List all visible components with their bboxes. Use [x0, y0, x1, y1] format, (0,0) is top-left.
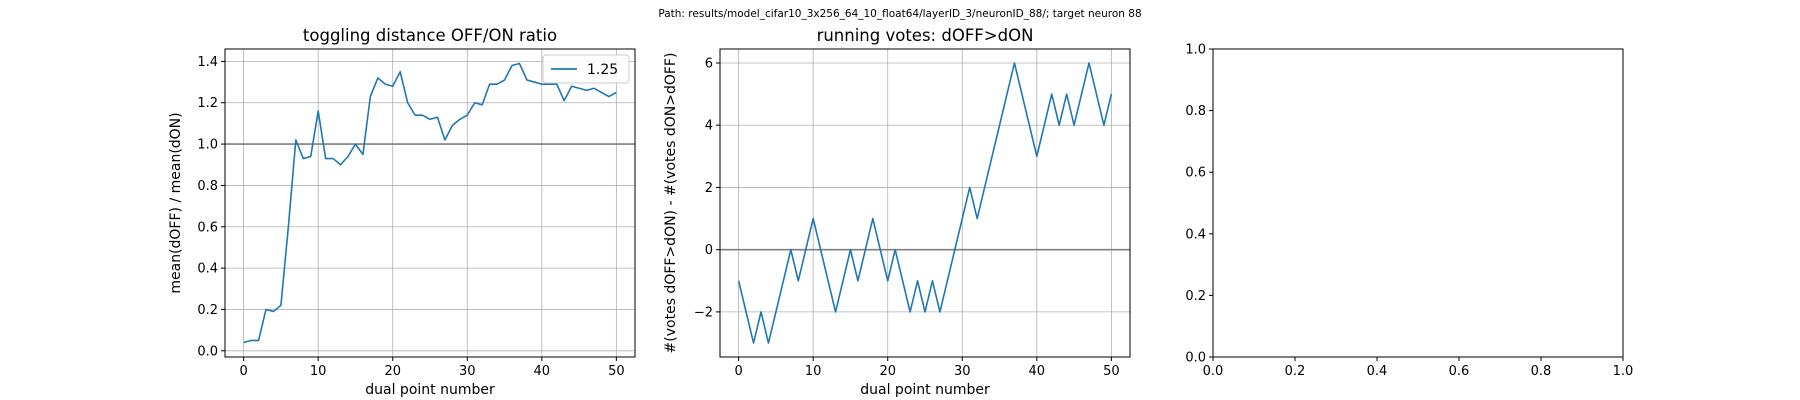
x-tick-label: 0.2 — [1285, 364, 1306, 379]
x-tick-label: 50 — [608, 364, 625, 379]
axes-frame — [224, 48, 636, 358]
chart-title: running votes: dOFF>dON — [817, 26, 1034, 45]
x-tick-label: 40 — [534, 364, 551, 379]
x-tick-label: 10 — [805, 364, 822, 379]
y-tick-label: 0.4 — [197, 262, 218, 277]
y-tick-label: −2 — [694, 305, 713, 320]
x-axis-label: dual point number — [365, 382, 495, 398]
x-tick-label: 40 — [1029, 364, 1046, 379]
y-tick-label: 0.8 — [1185, 104, 1206, 119]
y-tick-label: 0.0 — [197, 344, 218, 359]
y-axis-label: #(votes dOFF>dON) - #(votes dON>dOFF) — [663, 53, 679, 354]
x-tick-label: 0.8 — [1531, 364, 1552, 379]
chart-title: toggling distance OFF/ON ratio — [303, 26, 557, 45]
x-tick-label: 20 — [384, 364, 401, 379]
panel-votes-chart: 0 10 20 30 40 50 −2 0 2 4 6 running votes: dOFF>dON… — [663, 26, 1131, 398]
y-tick-label: 1.0 — [1185, 43, 1206, 58]
y-tick-label: 0.6 — [197, 220, 218, 235]
y-tick-label: 1.2 — [197, 96, 218, 111]
panel-ratio-chart: 0 10 20 30 40 50 0.0 0.2 0.4 0.6 0.8 1.0 1.2 1.4 toggl… — [168, 26, 636, 398]
x-tick-label: 0.0 — [1203, 364, 1224, 379]
y-tick-label: 4 — [705, 119, 713, 134]
y-tick-label: 1.4 — [197, 55, 218, 70]
series-line — [243, 62, 617, 344]
x-tick-label: 10 — [310, 364, 327, 379]
x-tick-label: 0.4 — [1367, 364, 1388, 379]
y-tick-label: 6 — [705, 57, 713, 72]
y-tick-label: 2 — [705, 181, 713, 196]
panel-empty-axes: 0.0 0.2 0.4 0.6 0.8 1.0 0.0 0.2 0.4 0.6 0.8 1.0 — [1185, 43, 1633, 380]
legend: 1.25 — [542, 54, 630, 84]
legend-entry: 1.25 — [587, 62, 618, 78]
axes-frame — [1212, 48, 1624, 358]
x-tick-label: 0.6 — [1449, 364, 1470, 379]
x-tick-label: 0 — [239, 364, 247, 379]
x-tick-label: 20 — [879, 364, 896, 379]
y-axis-label: mean(dOFF) / mean(dON) — [168, 112, 184, 293]
x-tick-label: 50 — [1103, 364, 1120, 379]
x-tick-label: 0 — [734, 364, 742, 379]
figure-suptitle: Path: results/model_cifar10_3x256_64_10_… — [658, 8, 1141, 20]
x-tick-label: 30 — [954, 364, 971, 379]
y-tick-label: 0 — [705, 243, 713, 258]
y-tick-label: 0.2 — [197, 303, 218, 318]
x-tick-label: 30 — [459, 364, 476, 379]
y-tick-label: 0.0 — [1185, 351, 1206, 366]
x-tick-label: 1.0 — [1613, 364, 1634, 379]
y-tick-label: 0.2 — [1185, 289, 1206, 304]
y-tick-label: 1.0 — [197, 138, 218, 153]
y-tick-label: 0.4 — [1185, 227, 1206, 242]
y-tick-label: 0.8 — [197, 179, 218, 194]
series-line — [737, 62, 1113, 344]
x-axis-label: dual point number — [860, 382, 990, 398]
y-tick-label: 0.6 — [1185, 166, 1206, 181]
axes-frame — [719, 48, 1131, 358]
legend-box — [542, 54, 630, 84]
